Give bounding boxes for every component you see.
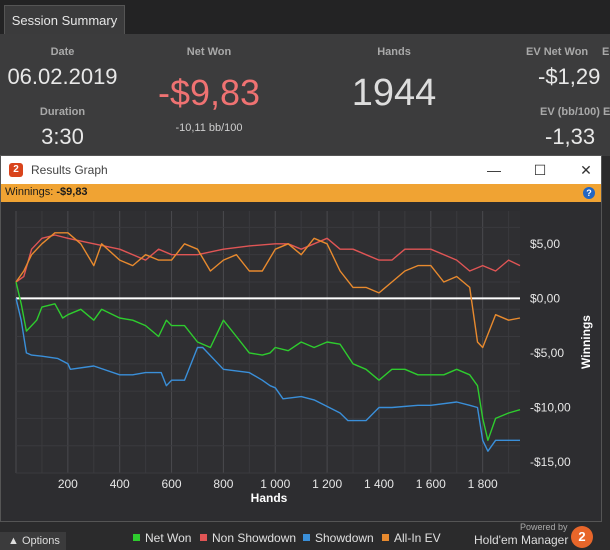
minimize-button[interactable]: — xyxy=(487,162,501,178)
app-logo-icon: 2 xyxy=(9,163,23,177)
y-tick-label: -$15,00 xyxy=(530,455,571,469)
chevron-up-icon: ▲ xyxy=(8,535,19,547)
winnings-bar: Winnings: -$9,83 ? xyxy=(1,184,601,202)
results-chart: 200 400 600 800 1 000 1 200 1 400 1 600 1 800 $5… xyxy=(15,211,593,505)
x-tick-label: 600 xyxy=(162,477,182,491)
footer-bar: ▲ Options Net Won Non Showdown Showdown … xyxy=(0,522,610,550)
x-tick-label: 1 000 xyxy=(260,477,290,491)
netwon-label: Net Won xyxy=(186,46,232,58)
close-button[interactable]: ✕ xyxy=(580,162,592,178)
ev-bb100-value: -1,33 xyxy=(545,124,596,149)
ev-netwon-value: -$1,29 xyxy=(538,64,601,89)
y-tick-label: -$10,00 xyxy=(530,401,571,415)
options-label: Options xyxy=(21,535,60,547)
y-tick-label: $0,00 xyxy=(530,291,560,305)
ev-netwon-label: EV Net Won xyxy=(526,46,589,58)
hands-label: Hands xyxy=(377,46,411,58)
x-tick-label: 1 400 xyxy=(364,477,394,491)
legend-label-non-showdown: Non Showdown xyxy=(212,531,297,545)
results-graph-window: 2 Results Graph — ☐ ✕ Winnings: -$9,83 ?… xyxy=(0,155,602,522)
winnings-value: -$9,83 xyxy=(56,186,88,198)
x-axis-title: Hands xyxy=(251,491,288,505)
x-tick-label: 1 800 xyxy=(468,477,498,491)
window-titlebar[interactable]: 2 Results Graph — ☐ ✕ xyxy=(1,156,601,184)
y-tick-label: -$5,00 xyxy=(530,346,564,360)
netwon-bb100: -10,11 bb/100 xyxy=(175,122,243,134)
ev-bb100-label: EV (bb/100) xyxy=(540,106,600,118)
x-tick-label: 1 200 xyxy=(312,477,342,491)
y-tick-labels: $5,00 $0,00 -$5,00 -$10,00 -$15,00 xyxy=(530,237,571,469)
brand-name: Hold'em Manager xyxy=(474,533,569,547)
legend-net-won[interactable]: Net Won xyxy=(133,531,191,545)
hands-value: 1944 xyxy=(351,72,437,114)
window-title: Results Graph xyxy=(31,163,108,177)
winnings-text: Winnings: -$9,83 xyxy=(5,186,88,198)
legend-swatch-showdown xyxy=(303,534,310,541)
date-value: 06.02.2019 xyxy=(7,64,118,89)
duration-label: Duration xyxy=(39,106,86,118)
x-tick-label: 800 xyxy=(213,477,233,491)
winnings-label: Winnings: xyxy=(5,186,54,198)
date-label: Date xyxy=(50,46,75,58)
duration-value: 3:30 xyxy=(41,124,84,149)
legend-label-showdown: Showdown xyxy=(315,531,374,545)
brand-logo-icon: 2 xyxy=(571,526,593,548)
plot-background xyxy=(16,211,520,473)
x-tick-label: 1 600 xyxy=(416,477,446,491)
tab-session-summary[interactable]: Session Summary xyxy=(4,5,125,34)
series-line-all-in-ev xyxy=(15,232,521,349)
help-icon[interactable]: ? xyxy=(583,187,595,199)
legend-label-all-in-ev: All-In EV xyxy=(394,531,441,545)
legend-non-showdown[interactable]: Non Showdown xyxy=(200,531,296,545)
legend-swatch-all-in-ev xyxy=(382,534,389,541)
legend-all-in-ev[interactable]: All-In EV xyxy=(382,531,441,545)
maximize-button[interactable]: ☐ xyxy=(533,162,547,178)
x-tick-labels: 200 400 600 800 1 000 1 200 1 400 1 600 1 800 xyxy=(58,477,498,491)
session-summary-panel: Date 06.02.2019 Duration 3:30 Net Won -$… xyxy=(0,34,610,156)
x-tick-label: 400 xyxy=(110,477,130,491)
series-line-showdown xyxy=(15,298,520,452)
legend-swatch-net-won xyxy=(133,534,140,541)
series-lines xyxy=(15,232,521,452)
y-tick-label: $5,00 xyxy=(530,237,560,251)
y-axis-title: Winnings xyxy=(579,315,593,369)
series-line-net-won xyxy=(15,281,521,442)
legend-showdown[interactable]: Showdown xyxy=(303,531,374,545)
x-tick-label: 200 xyxy=(58,477,78,491)
options-button[interactable]: ▲ Options xyxy=(0,532,66,550)
legend-label-net-won: Net Won xyxy=(145,531,192,545)
legend-swatch-non-showdown xyxy=(200,534,207,541)
cut-label-2: E xyxy=(603,106,610,118)
netwon-value: -$9,83 xyxy=(157,72,261,113)
cut-label-1: E xyxy=(602,46,610,58)
top-tab-bar: Session Summary xyxy=(0,0,610,34)
powered-by-text: Powered by xyxy=(520,522,568,532)
